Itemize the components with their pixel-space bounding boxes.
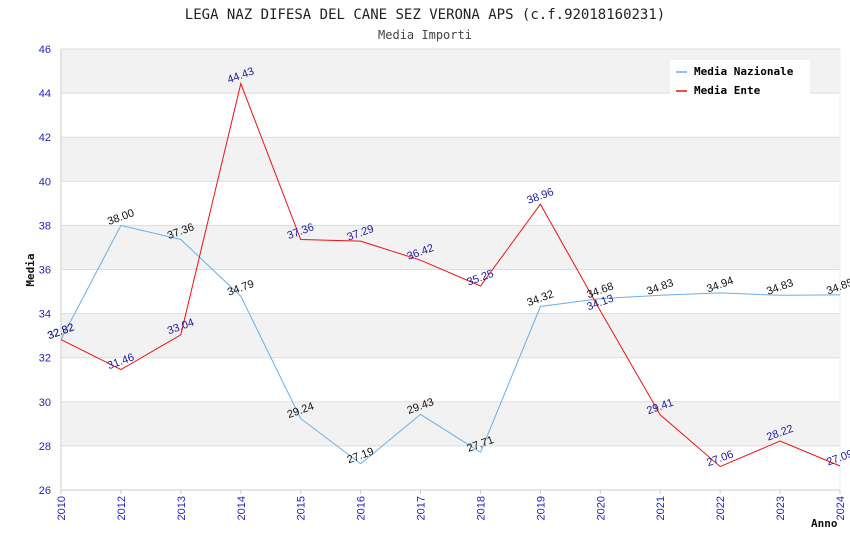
y-axis-ticks: 26 28 30 32 34 36 38 40 42 44 46: [39, 44, 51, 497]
plot-band: [61, 269, 840, 314]
x-tick-label: 2014: [236, 496, 248, 520]
series-line-media-nazionale: [60, 224, 841, 465]
y-tick-label: 26: [39, 485, 51, 497]
plot-band: [61, 225, 840, 270]
series-lines: [60, 81, 841, 468]
x-tick-label: 2016: [356, 496, 368, 520]
chart-title: LEGA NAZ DIFESA DEL CANE SEZ VERONA APS …: [185, 7, 665, 23]
x-tick-label: 2020: [595, 496, 607, 520]
x-axis-label: Anno: [811, 517, 838, 530]
axes: [60, 49, 841, 491]
x-tick-label: 2010: [56, 496, 68, 520]
plot-band: [61, 313, 840, 358]
y-tick-label: 32: [39, 353, 51, 365]
x-tick-label: 2015: [296, 496, 308, 520]
y-tick-label: 34: [39, 309, 51, 321]
y-tick-label: 36: [39, 265, 51, 277]
plot-band: [61, 137, 840, 182]
plot-band: [61, 181, 840, 226]
y-tick-label: 46: [39, 44, 51, 56]
x-tick-label: 2021: [655, 496, 667, 520]
x-tick-label: 2013: [176, 496, 188, 520]
x-tick-label: 2018: [475, 496, 487, 520]
y-tick-label: 44: [39, 88, 51, 100]
legend-label-media-nazionale: Media Nazionale: [694, 65, 794, 78]
plot-band: [61, 93, 840, 138]
y-tick-label: 28: [39, 441, 51, 453]
legend-label-media-ente: Media Ente: [694, 84, 761, 97]
series-line-media-ente: [60, 81, 841, 468]
x-tick-label: 2024: [835, 496, 847, 520]
y-tick-label: 42: [39, 132, 51, 144]
x-tick-label: 2012: [116, 496, 128, 520]
plot-band: [61, 357, 840, 402]
plot-band: [61, 401, 840, 446]
y-tick-label: 30: [39, 397, 51, 409]
y-tick-label: 40: [39, 176, 51, 188]
y-axis-label: Media: [24, 253, 37, 286]
plot-band: [61, 445, 840, 490]
x-tick-label: 2022: [715, 496, 727, 520]
legend: Media Nazionale Media Ente: [670, 60, 810, 100]
x-tick-label: 2023: [775, 496, 787, 520]
x-tick-label: 2017: [416, 496, 428, 520]
x-axis-ticks: 2010 2012 2013 2014 2015 2016 2017 2018 2019 2020…: [56, 490, 847, 520]
legend-background: [670, 60, 810, 100]
x-tick-label: 2019: [535, 496, 547, 520]
y-tick-label: 38: [39, 220, 51, 232]
chart-subtitle: Media Importi: [378, 28, 472, 42]
